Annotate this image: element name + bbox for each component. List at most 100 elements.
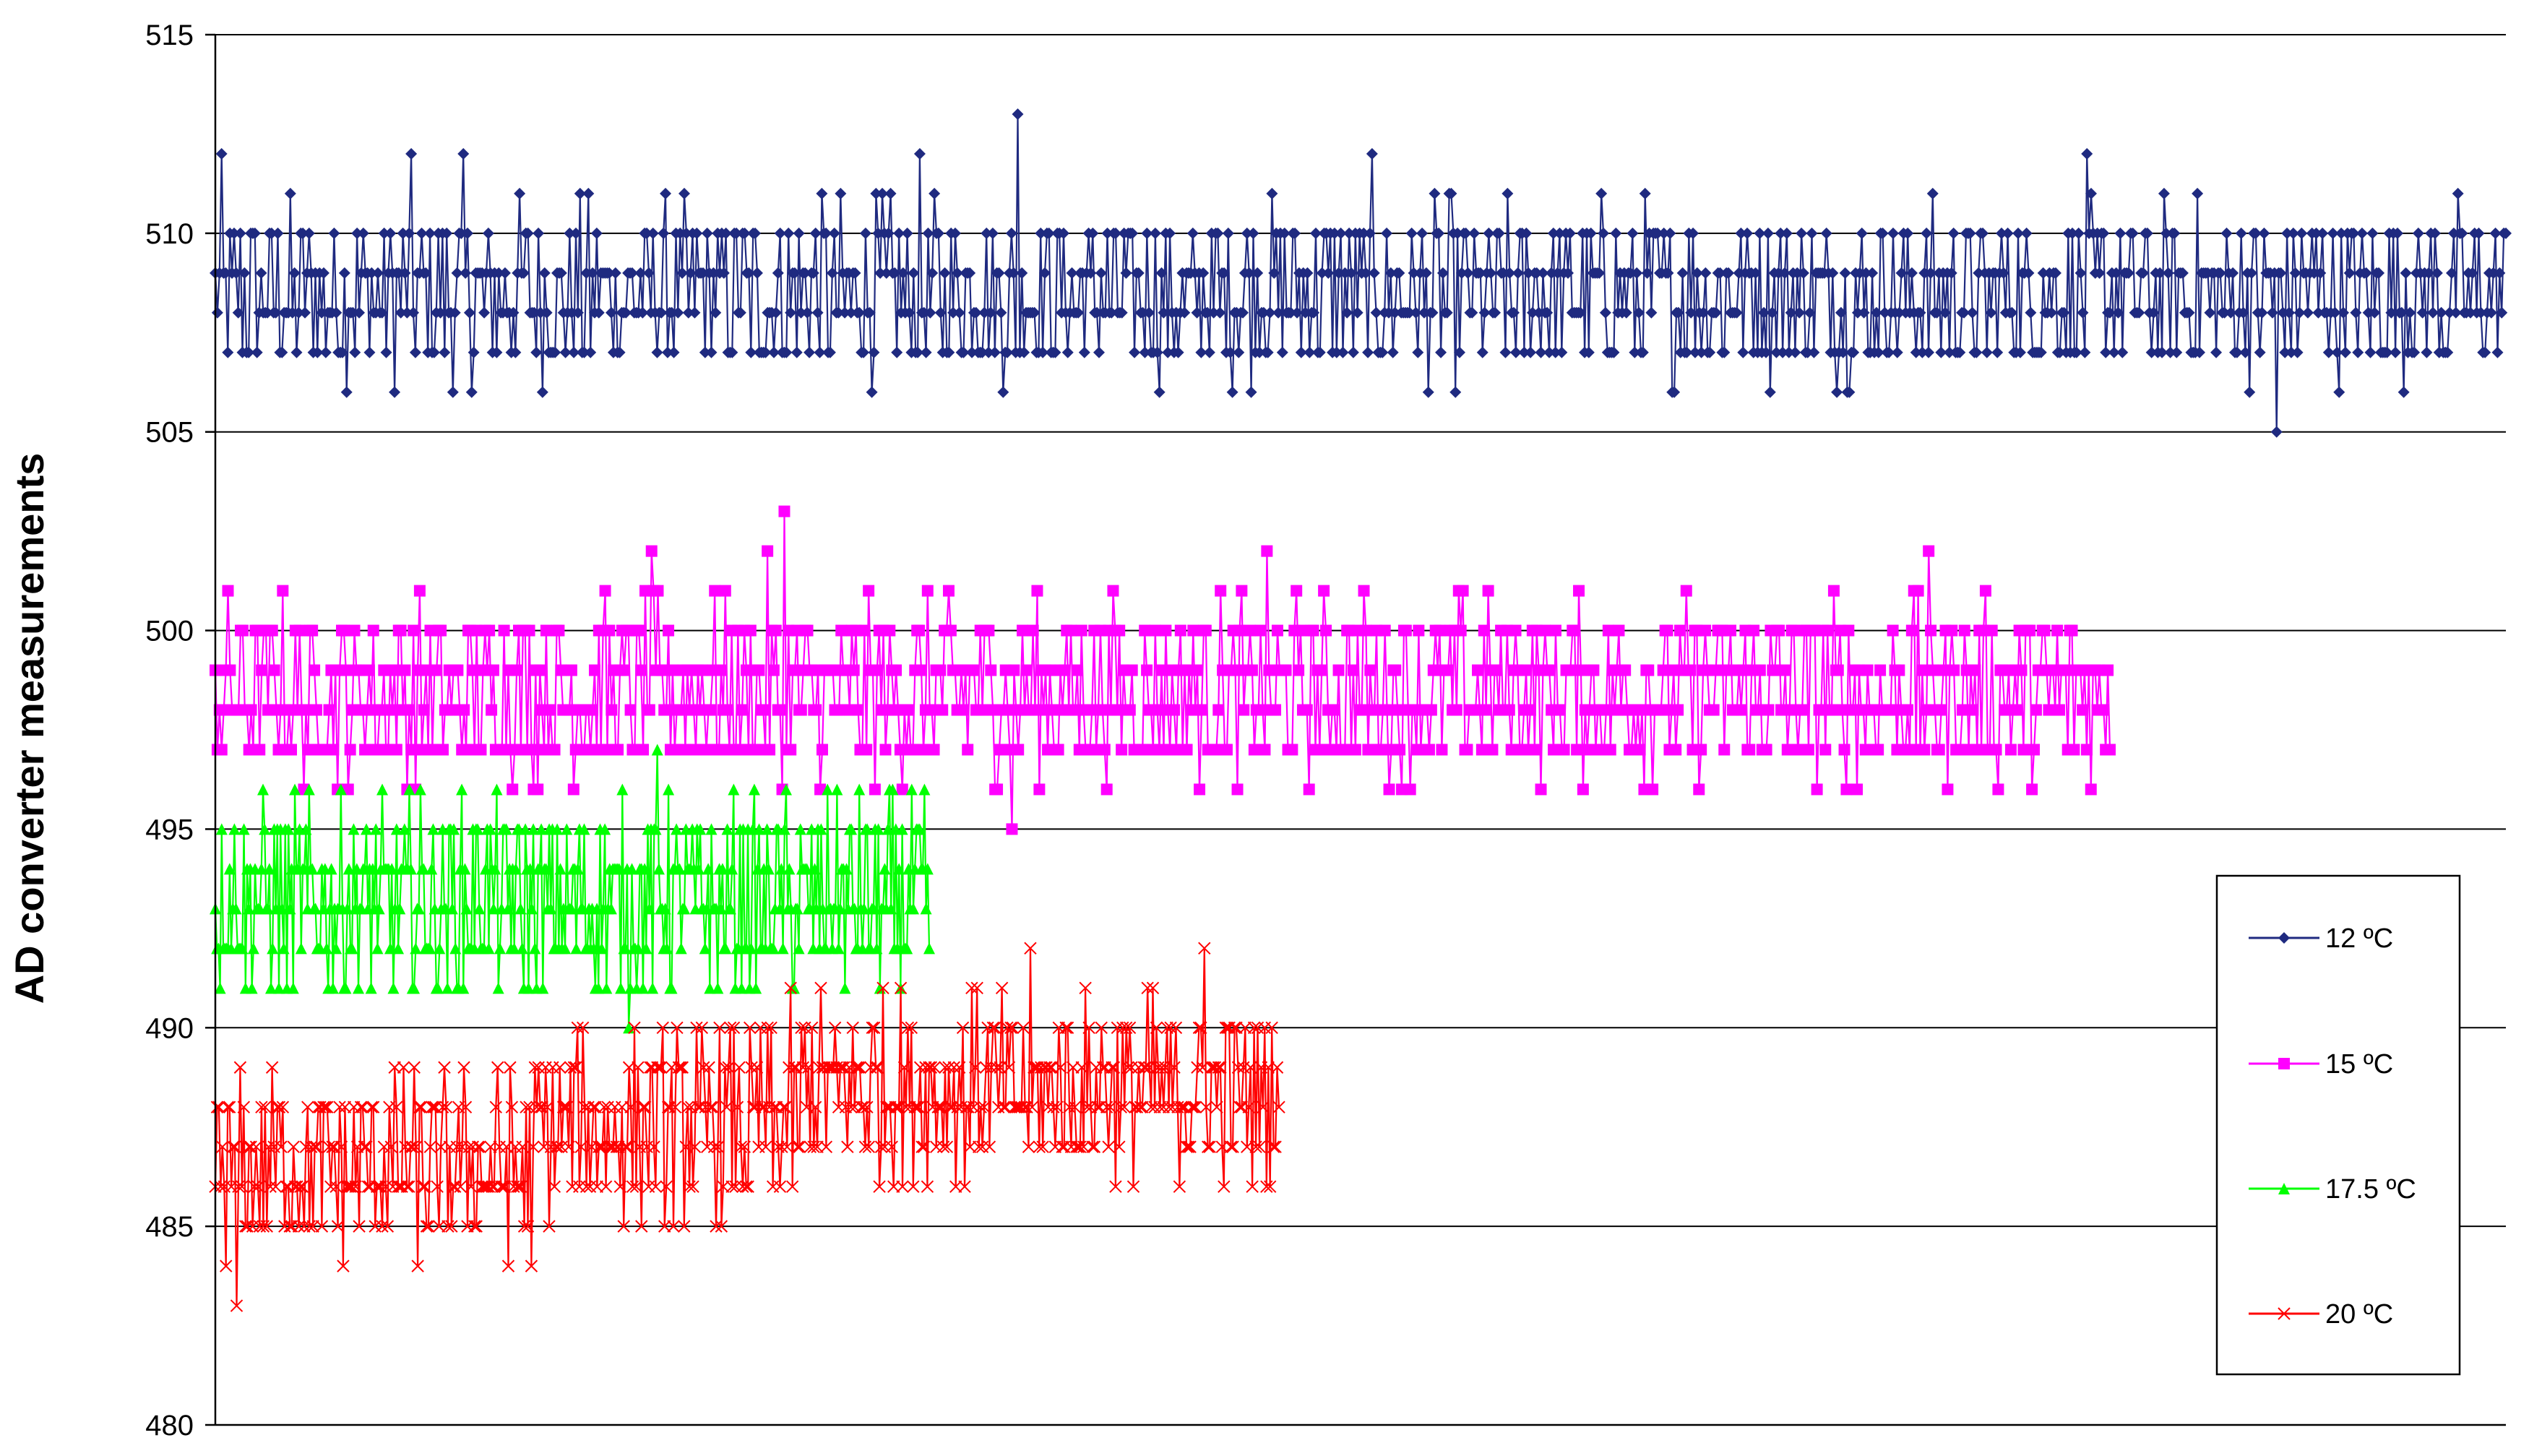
- data-point: [788, 1061, 801, 1074]
- data-point: [1201, 306, 1213, 319]
- data-point: [2068, 744, 2080, 756]
- data-point: [715, 903, 727, 915]
- data-point: [753, 823, 765, 835]
- data-point: [2214, 267, 2226, 279]
- data-point: [1322, 267, 1335, 279]
- data-point: [2192, 187, 2204, 199]
- data-point: [1261, 545, 1273, 557]
- data-point: [1214, 1061, 1227, 1074]
- data-point: [958, 1180, 971, 1193]
- data-point: [1455, 624, 1467, 637]
- data-point: [1914, 306, 1926, 319]
- data-point: [1242, 1100, 1255, 1113]
- data-point: [331, 1220, 345, 1233]
- data-point: [1139, 346, 1151, 358]
- data-point: [1710, 306, 1722, 319]
- data-point: [1384, 267, 1397, 279]
- data-point: [1155, 267, 1168, 279]
- data-point: [432, 1220, 446, 1233]
- data-point: [928, 744, 940, 756]
- data-point: [628, 1021, 641, 1034]
- data-point: [525, 1259, 538, 1272]
- data-point: [517, 1220, 531, 1233]
- data-point: [965, 981, 978, 995]
- data-point: [1293, 664, 1305, 676]
- data-point: [234, 227, 246, 239]
- data-point: [2054, 346, 2066, 358]
- data-point: [690, 1021, 703, 1034]
- data-point: [370, 823, 382, 835]
- data-point: [1457, 585, 1469, 597]
- data-point: [1025, 1100, 1039, 1113]
- data-point: [380, 346, 392, 358]
- data-point: [1061, 1021, 1074, 1034]
- data-point: [286, 306, 298, 319]
- data-point: [862, 1140, 876, 1153]
- data-point: [972, 1140, 986, 1153]
- data-point: [1295, 624, 1307, 637]
- data-point: [905, 1021, 918, 1034]
- data-point: [848, 664, 860, 676]
- data-point: [329, 1180, 342, 1193]
- data-point: [809, 227, 822, 239]
- data-point: [2317, 227, 2329, 239]
- data-point: [801, 306, 814, 319]
- data-point: [360, 1140, 373, 1153]
- data-point: [1558, 744, 1570, 756]
- data-point: [1169, 1021, 1183, 1034]
- data-point: [651, 744, 663, 756]
- data-point: [1848, 346, 1860, 358]
- data-point: [413, 1100, 426, 1113]
- data-point: [1043, 1061, 1056, 1074]
- data-point: [311, 346, 324, 358]
- data-point: [330, 942, 342, 955]
- data-point: [1192, 664, 1204, 676]
- data-point: [560, 1100, 574, 1113]
- data-point: [651, 1061, 664, 1074]
- data-point: [359, 744, 371, 756]
- data-point: [465, 386, 478, 398]
- data-point: [850, 1061, 863, 1074]
- data-point: [1246, 1180, 1259, 1193]
- data-point: [1137, 1061, 1150, 1074]
- data-point: [402, 1180, 415, 1193]
- data-point: [658, 1220, 671, 1233]
- data-point: [304, 1140, 318, 1153]
- data-point: [745, 1061, 758, 1074]
- data-point: [1383, 783, 1395, 796]
- data-point: [222, 346, 234, 358]
- data-point: [384, 942, 397, 955]
- data-point: [907, 903, 919, 915]
- data-point: [413, 903, 425, 915]
- data-point: [482, 1180, 496, 1193]
- data-point: [527, 823, 540, 835]
- data-point: [1101, 227, 1113, 239]
- data-point: [2289, 267, 2301, 279]
- data-point: [979, 1061, 993, 1074]
- data-point: [676, 267, 689, 279]
- data-point: [1400, 624, 1412, 637]
- data-point: [767, 664, 780, 676]
- data-point: [516, 942, 528, 955]
- data-point: [908, 1100, 921, 1113]
- data-point: [931, 1100, 944, 1113]
- data-point: [1723, 664, 1735, 676]
- data-point: [2122, 267, 2134, 279]
- data-point: [269, 1180, 283, 1193]
- data-point: [2085, 187, 2097, 199]
- data-point: [551, 1140, 564, 1153]
- data-point: [436, 744, 449, 756]
- data-point: [1347, 664, 1359, 676]
- data-point: [734, 306, 746, 319]
- data-point: [1271, 624, 1283, 637]
- data-point: [255, 267, 267, 279]
- data-point: [1843, 386, 1856, 398]
- data-point: [418, 863, 430, 875]
- data-point: [2059, 664, 2072, 676]
- data-point: [757, 704, 770, 716]
- data-point: [2400, 267, 2412, 279]
- data-point: [1486, 744, 1499, 756]
- data-point: [370, 1180, 384, 1193]
- data-point: [1068, 1100, 1082, 1113]
- data-point: [319, 346, 332, 358]
